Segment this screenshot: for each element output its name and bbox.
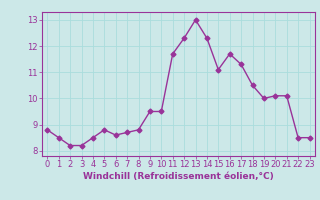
- X-axis label: Windchill (Refroidissement éolien,°C): Windchill (Refroidissement éolien,°C): [83, 172, 274, 181]
